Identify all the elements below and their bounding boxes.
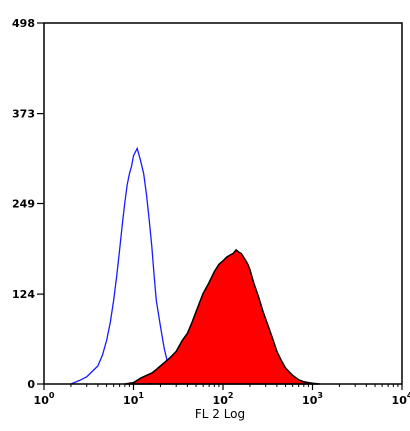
x-tick-label: 101 bbox=[123, 391, 144, 407]
x-tick-label: 104 bbox=[392, 391, 410, 407]
x-tick-label: 102 bbox=[213, 391, 234, 407]
series-outline-histogram bbox=[70, 146, 188, 385]
x-axis-title: FL 2 Log bbox=[195, 407, 245, 421]
series-filled-histogram bbox=[124, 248, 320, 385]
plot-frame bbox=[43, 22, 403, 385]
y-tick-label: 373 bbox=[12, 108, 35, 121]
y-tick-label: 0 bbox=[27, 378, 35, 391]
y-axis: 0 124 249 373 498 bbox=[12, 17, 44, 391]
y-tick-label: 498 bbox=[12, 17, 35, 30]
series-layer bbox=[70, 146, 320, 385]
y-tick-label: 124 bbox=[12, 288, 35, 301]
y-tick-label: 249 bbox=[12, 198, 35, 211]
x-tick-label: 100 bbox=[34, 391, 55, 407]
x-tick-label: 103 bbox=[302, 391, 323, 407]
x-axis: 100 101 102 103 104 bbox=[34, 384, 410, 407]
